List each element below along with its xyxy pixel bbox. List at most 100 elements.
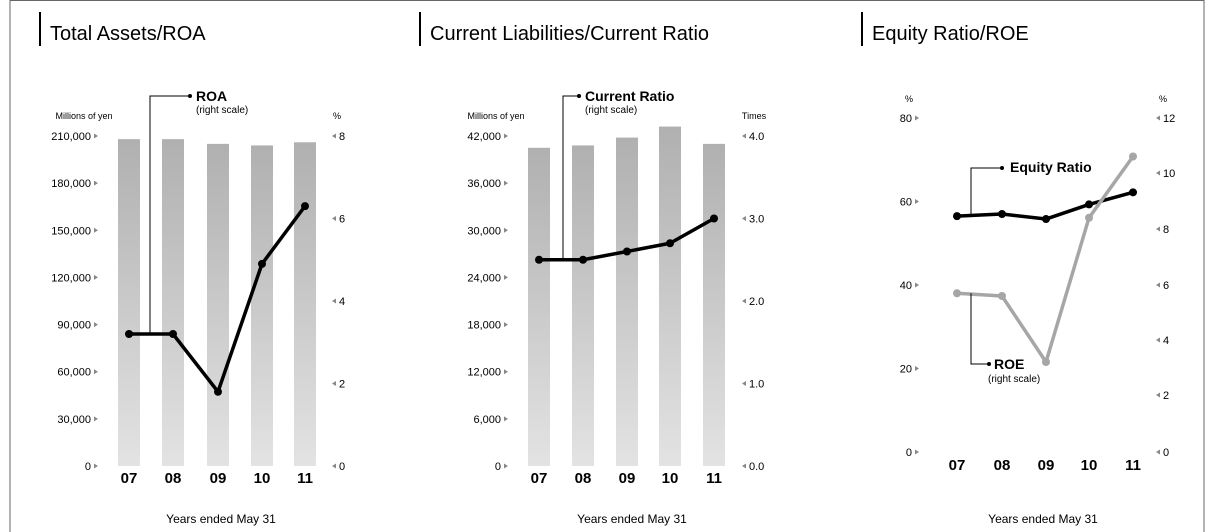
right-axis-unit: % xyxy=(1159,94,1167,104)
right-tick-marker xyxy=(1156,449,1160,455)
left-tick-marker xyxy=(504,274,508,280)
right-tick-marker xyxy=(1156,282,1160,288)
left-tick-marker xyxy=(504,416,508,422)
series-point xyxy=(169,330,177,338)
annotation-dot xyxy=(1000,166,1004,170)
series-point xyxy=(953,289,961,298)
series-annotation-label: Equity Ratio xyxy=(1010,159,1092,175)
left-tick-marker xyxy=(504,369,508,375)
right-tick-marker xyxy=(742,463,746,469)
left-tick-label: 0 xyxy=(495,461,501,473)
left-tick-label: 40 xyxy=(900,280,912,292)
left-tick-marker xyxy=(915,199,919,204)
left-axis-unit: Millions of yen xyxy=(55,111,112,121)
right-tick-marker xyxy=(332,463,336,469)
series-annotation-label: ROA xyxy=(196,88,227,104)
x-axis-label: Years ended May 31 xyxy=(577,512,687,526)
chart-total-assets-roa: Total Assets/ROA Millions of yen % 0 30,000 6… xyxy=(39,12,345,526)
series-point xyxy=(623,247,631,256)
category-label: 11 xyxy=(706,470,722,487)
left-tick-label: 6,000 xyxy=(473,414,501,426)
bar xyxy=(659,126,681,467)
series-point xyxy=(953,212,961,221)
annotation-leader-line xyxy=(970,167,1000,217)
x-axis-label: Years ended May 31 xyxy=(166,512,276,526)
series-point xyxy=(1042,215,1050,224)
series-point xyxy=(998,210,1006,219)
left-tick-label: 210,000 xyxy=(51,131,91,143)
series-point xyxy=(1085,200,1093,209)
left-tick-marker xyxy=(94,227,98,233)
series-point xyxy=(1042,358,1050,366)
series-point xyxy=(579,255,587,264)
bar xyxy=(703,143,725,466)
right-axis-unit: % xyxy=(333,111,341,121)
chart-current-liabilities-current-ratio: Current Liabilities/Current Ratio Million… xyxy=(419,12,767,526)
series-point xyxy=(258,259,266,268)
series-annotation-label: Current Ratio xyxy=(585,88,674,104)
left-tick-marker xyxy=(94,463,98,469)
category-label: 11 xyxy=(297,470,313,487)
series-point xyxy=(1085,213,1093,222)
bar xyxy=(207,143,229,466)
right-tick-marker xyxy=(742,133,746,139)
series-line xyxy=(956,190,1134,221)
left-axis-unit: % xyxy=(905,94,913,104)
left-tick-label: 24,000 xyxy=(467,272,501,284)
left-tick-label: 90,000 xyxy=(57,320,91,332)
series-line xyxy=(956,155,1135,364)
category-label: 09 xyxy=(210,470,227,487)
left-tick-marker xyxy=(94,180,98,186)
left-tick-label: 60 xyxy=(900,197,912,209)
left-tick-marker xyxy=(504,180,508,186)
left-tick-marker xyxy=(94,322,98,328)
right-tick-label: 2.0 xyxy=(749,296,764,308)
category-label: 07 xyxy=(949,457,966,474)
series-annotation-note: (right scale) xyxy=(196,105,248,116)
series-point xyxy=(710,214,718,223)
category-label: 07 xyxy=(121,470,138,487)
annotation-dot xyxy=(188,94,192,98)
chart-title: Equity Ratio/ROE xyxy=(872,23,1029,45)
left-tick-marker xyxy=(504,322,508,328)
right-axis-unit: Times xyxy=(742,111,767,121)
left-tick-label: 0 xyxy=(85,461,91,473)
right-tick-marker xyxy=(332,216,336,221)
left-tick-marker xyxy=(94,274,98,280)
right-tick-marker xyxy=(1156,392,1160,398)
category-label: 11 xyxy=(1125,457,1141,474)
right-tick-label: 12 xyxy=(1163,113,1175,125)
annotation-dot xyxy=(577,94,581,98)
series-annotation-note: (right scale) xyxy=(988,374,1040,385)
left-tick-label: 60,000 xyxy=(57,367,91,379)
left-tick-marker xyxy=(94,416,98,422)
annotation-leader-line xyxy=(539,95,579,261)
category-label: 09 xyxy=(1038,457,1055,474)
left-tick-marker xyxy=(504,133,508,139)
right-tick-marker xyxy=(1156,226,1160,232)
left-tick-label: 30,000 xyxy=(57,414,91,426)
right-tick-marker xyxy=(1156,170,1160,176)
left-tick-label: 150,000 xyxy=(51,225,91,237)
category-label: 10 xyxy=(662,470,679,487)
bar xyxy=(572,145,594,466)
left-tick-marker xyxy=(915,115,919,121)
right-tick-marker xyxy=(742,381,746,386)
bar xyxy=(251,145,273,466)
annotation-dot xyxy=(987,362,991,366)
chart-title: Total Assets/ROA xyxy=(50,23,206,45)
right-tick-label: 8 xyxy=(1163,224,1169,236)
right-tick-label: 2 xyxy=(339,379,345,391)
series-annotation-label: ROE xyxy=(994,356,1024,372)
left-tick-marker xyxy=(94,133,98,139)
annotation-leader-line xyxy=(129,95,190,335)
bar xyxy=(616,137,638,467)
series-point xyxy=(1129,152,1137,161)
category-label: 08 xyxy=(994,457,1011,474)
category-label: 09 xyxy=(619,470,636,487)
right-tick-marker xyxy=(332,298,336,304)
left-tick-label: 30,000 xyxy=(467,225,501,237)
category-label: 07 xyxy=(531,470,548,487)
right-tick-label: 6 xyxy=(339,214,345,226)
